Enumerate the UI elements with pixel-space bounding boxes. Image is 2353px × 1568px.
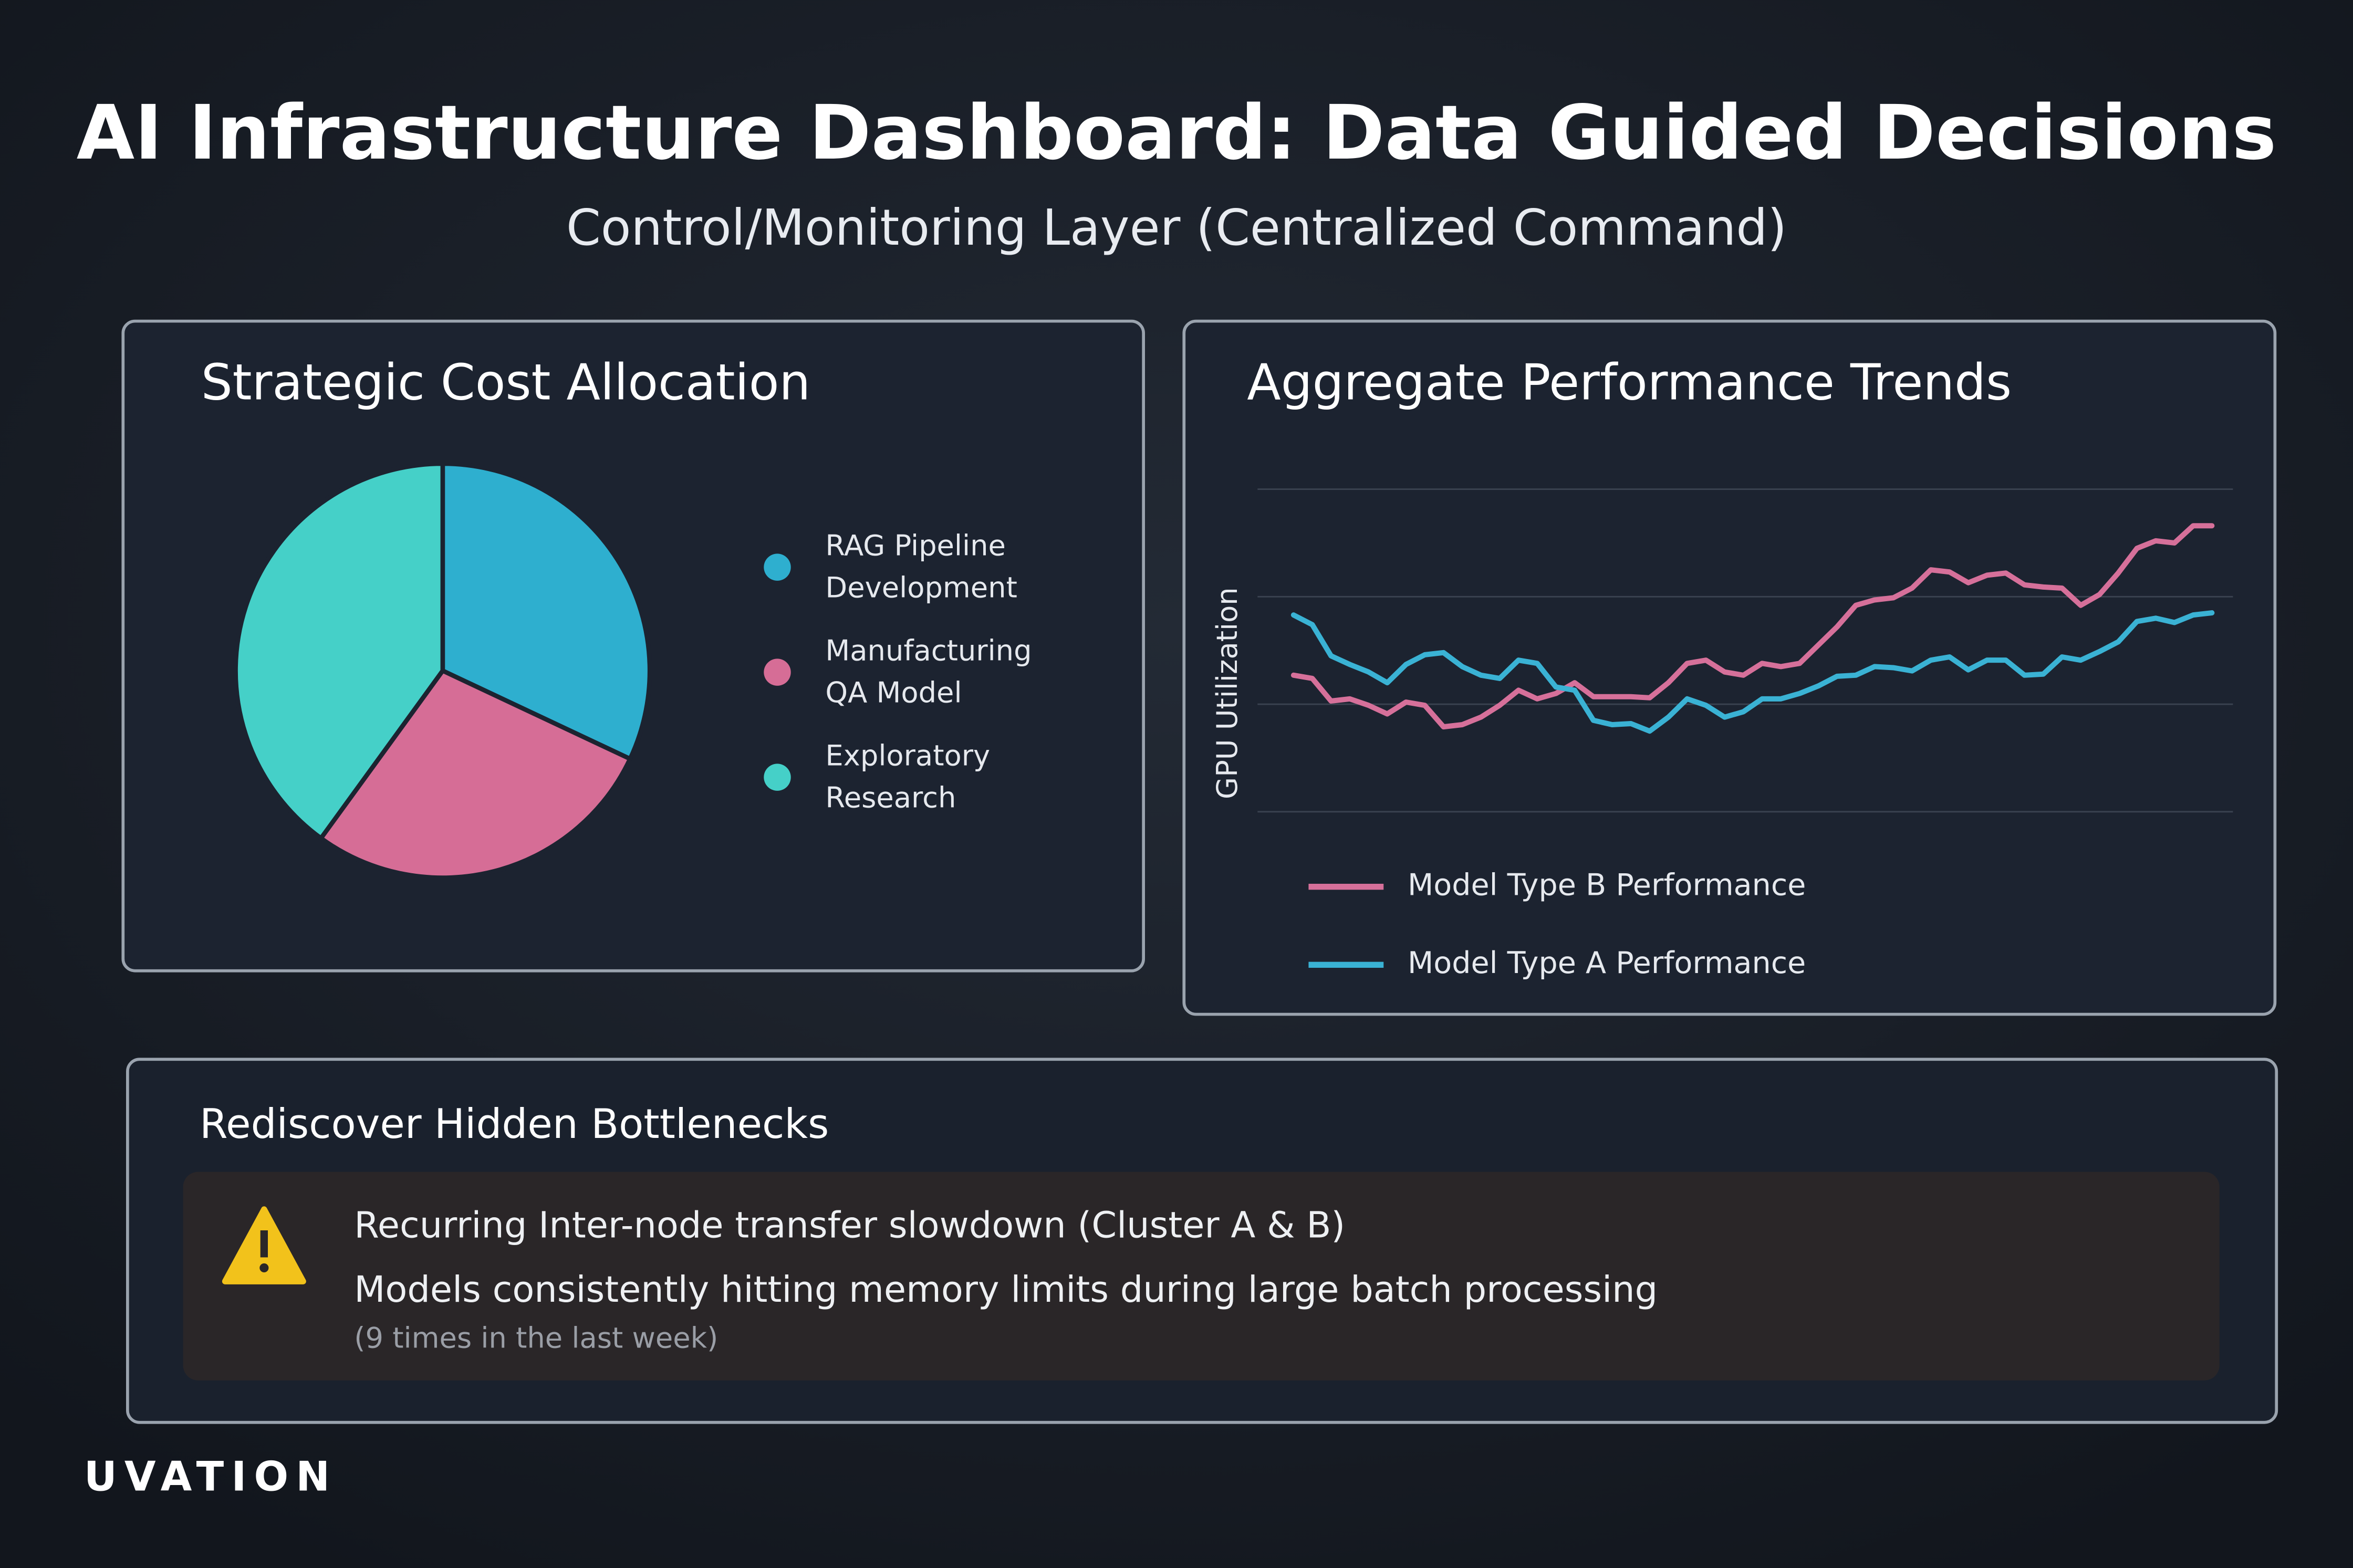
legend-label: Model Type B Performance [1408, 867, 1806, 902]
alert-box [183, 1172, 2220, 1381]
page-title: AI Infrastructure Dashboard: Data Guided… [77, 89, 2277, 176]
warning-icon-dot [259, 1263, 269, 1272]
legend-label: Manufacturing QA Model [825, 634, 1032, 710]
pie-slice [318, 667, 633, 880]
legend-label: Model Type A Performance [1408, 946, 1806, 980]
y-axis-label: GPU Utilization [1211, 587, 1244, 799]
legend-label-box: Manufacturing QA Model [825, 634, 1032, 710]
line-title: Aggregate Performance Trends [1247, 353, 2012, 411]
alert-item: Recurring Inter-node transfer slowdown (… [354, 1204, 1345, 1246]
alert-note: (9 times in the last week) [354, 1322, 718, 1355]
pie-slice [233, 461, 445, 842]
legend-marker [764, 764, 791, 791]
legend-marker [764, 553, 791, 581]
legend-label-box: Exploratory Research [825, 739, 991, 815]
logo: UVATION [84, 1453, 337, 1500]
legend-label-box: RAG Pipeline Development [825, 529, 1017, 605]
legend-label: RAG Pipeline Development [825, 529, 1017, 605]
legend-label: Exploratory Research [825, 739, 991, 815]
pie-title: Strategic Cost Allocation [201, 353, 810, 411]
pie-slice [440, 461, 652, 762]
alerts-title: Rediscover Hidden Bottlenecks [200, 1101, 829, 1148]
warning-icon-bar [260, 1230, 268, 1258]
trend-panel [1182, 319, 2277, 1016]
page-subtitle: Control/Monitoring Layer (Centralized Co… [566, 199, 1787, 257]
alert-item: Models consistently hitting memory limit… [354, 1269, 1658, 1311]
legend-marker [764, 658, 791, 686]
line-series [1290, 610, 2215, 734]
line-series [1290, 523, 2215, 730]
